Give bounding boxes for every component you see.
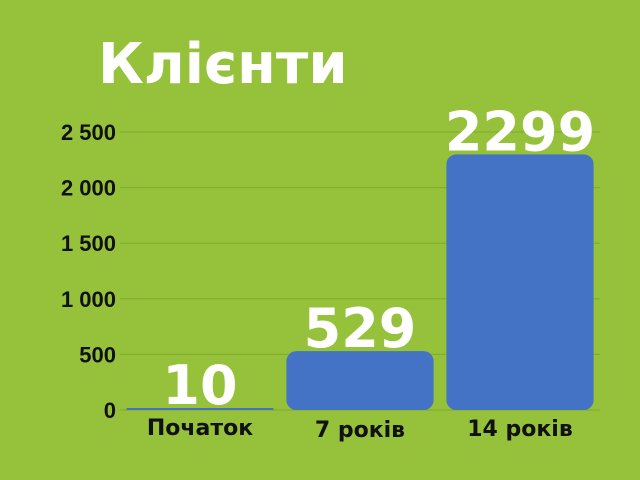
x-axis-ticks: Початок 7 років 14 років bbox=[147, 416, 573, 443]
data-labels: 10 529 2299 bbox=[162, 100, 595, 417]
y-tick-label: 0 bbox=[104, 398, 116, 423]
x-tick-label: Початок bbox=[147, 416, 253, 441]
y-tick-label: 500 bbox=[79, 342, 116, 367]
data-label: 10 bbox=[162, 354, 237, 417]
y-tick-label: 1 000 bbox=[61, 287, 116, 312]
chart-title: Клієнти bbox=[98, 32, 348, 97]
bar bbox=[286, 351, 434, 410]
x-tick-label: 14 років bbox=[467, 417, 573, 442]
bar bbox=[446, 154, 594, 410]
data-label: 529 bbox=[304, 297, 417, 360]
bars bbox=[126, 154, 594, 410]
y-axis-ticks: 0 500 1 000 1 500 2 000 2 500 bbox=[61, 120, 116, 423]
y-tick-label: 2 500 bbox=[61, 120, 116, 145]
y-tick-label: 2 000 bbox=[61, 176, 116, 201]
bar bbox=[126, 408, 274, 410]
data-label: 2299 bbox=[445, 100, 595, 163]
y-tick-label: 1 500 bbox=[61, 231, 116, 256]
x-tick-label: 7 років bbox=[315, 418, 405, 443]
